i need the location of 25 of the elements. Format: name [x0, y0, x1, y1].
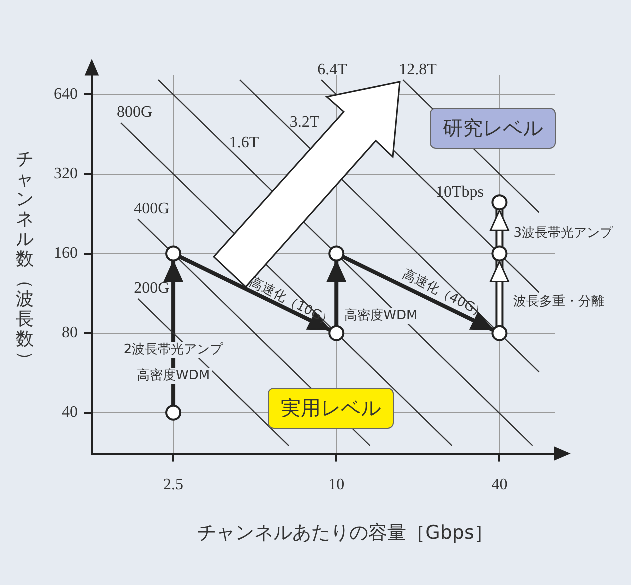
series-label: 200G [134, 280, 170, 298]
annotation: 実用レベル [268, 388, 394, 429]
annotation: 10Tbps [436, 184, 484, 202]
annotation: 2波長帯光アンプ [124, 342, 224, 358]
series-label: 12.8T [399, 61, 438, 78]
annotation: 高密度WDM [344, 307, 418, 324]
y-tick-label: 40 [62, 404, 78, 422]
series-label: 6.4T [318, 61, 348, 78]
y-tick-label: 640 [54, 86, 78, 103]
series-label: 400G [134, 200, 170, 218]
x-tick-label: 10 [328, 476, 345, 494]
x-axis-title: チャンネルあたりの容量［Gbps］ [196, 521, 494, 546]
series-label: 1.6T [229, 134, 260, 152]
annotation: 高密度WDM [136, 368, 210, 384]
series-label: 800G [117, 104, 154, 122]
x-tick-label: 2.5 [164, 476, 184, 494]
series-label: 3.2T [290, 114, 320, 131]
annotation: 3波長帯光アンプ [514, 226, 614, 241]
annotation: 研究レベル [430, 108, 556, 149]
text: チャンネル数（波長数） [15, 149, 36, 369]
y-tick-label: 80 [62, 324, 78, 342]
x-tick-label: 40 [492, 476, 508, 494]
annotation: 波長多重・分離 [514, 294, 605, 310]
y-tick-label: 320 [54, 165, 78, 182]
y-tick-label: 160 [54, 245, 78, 262]
